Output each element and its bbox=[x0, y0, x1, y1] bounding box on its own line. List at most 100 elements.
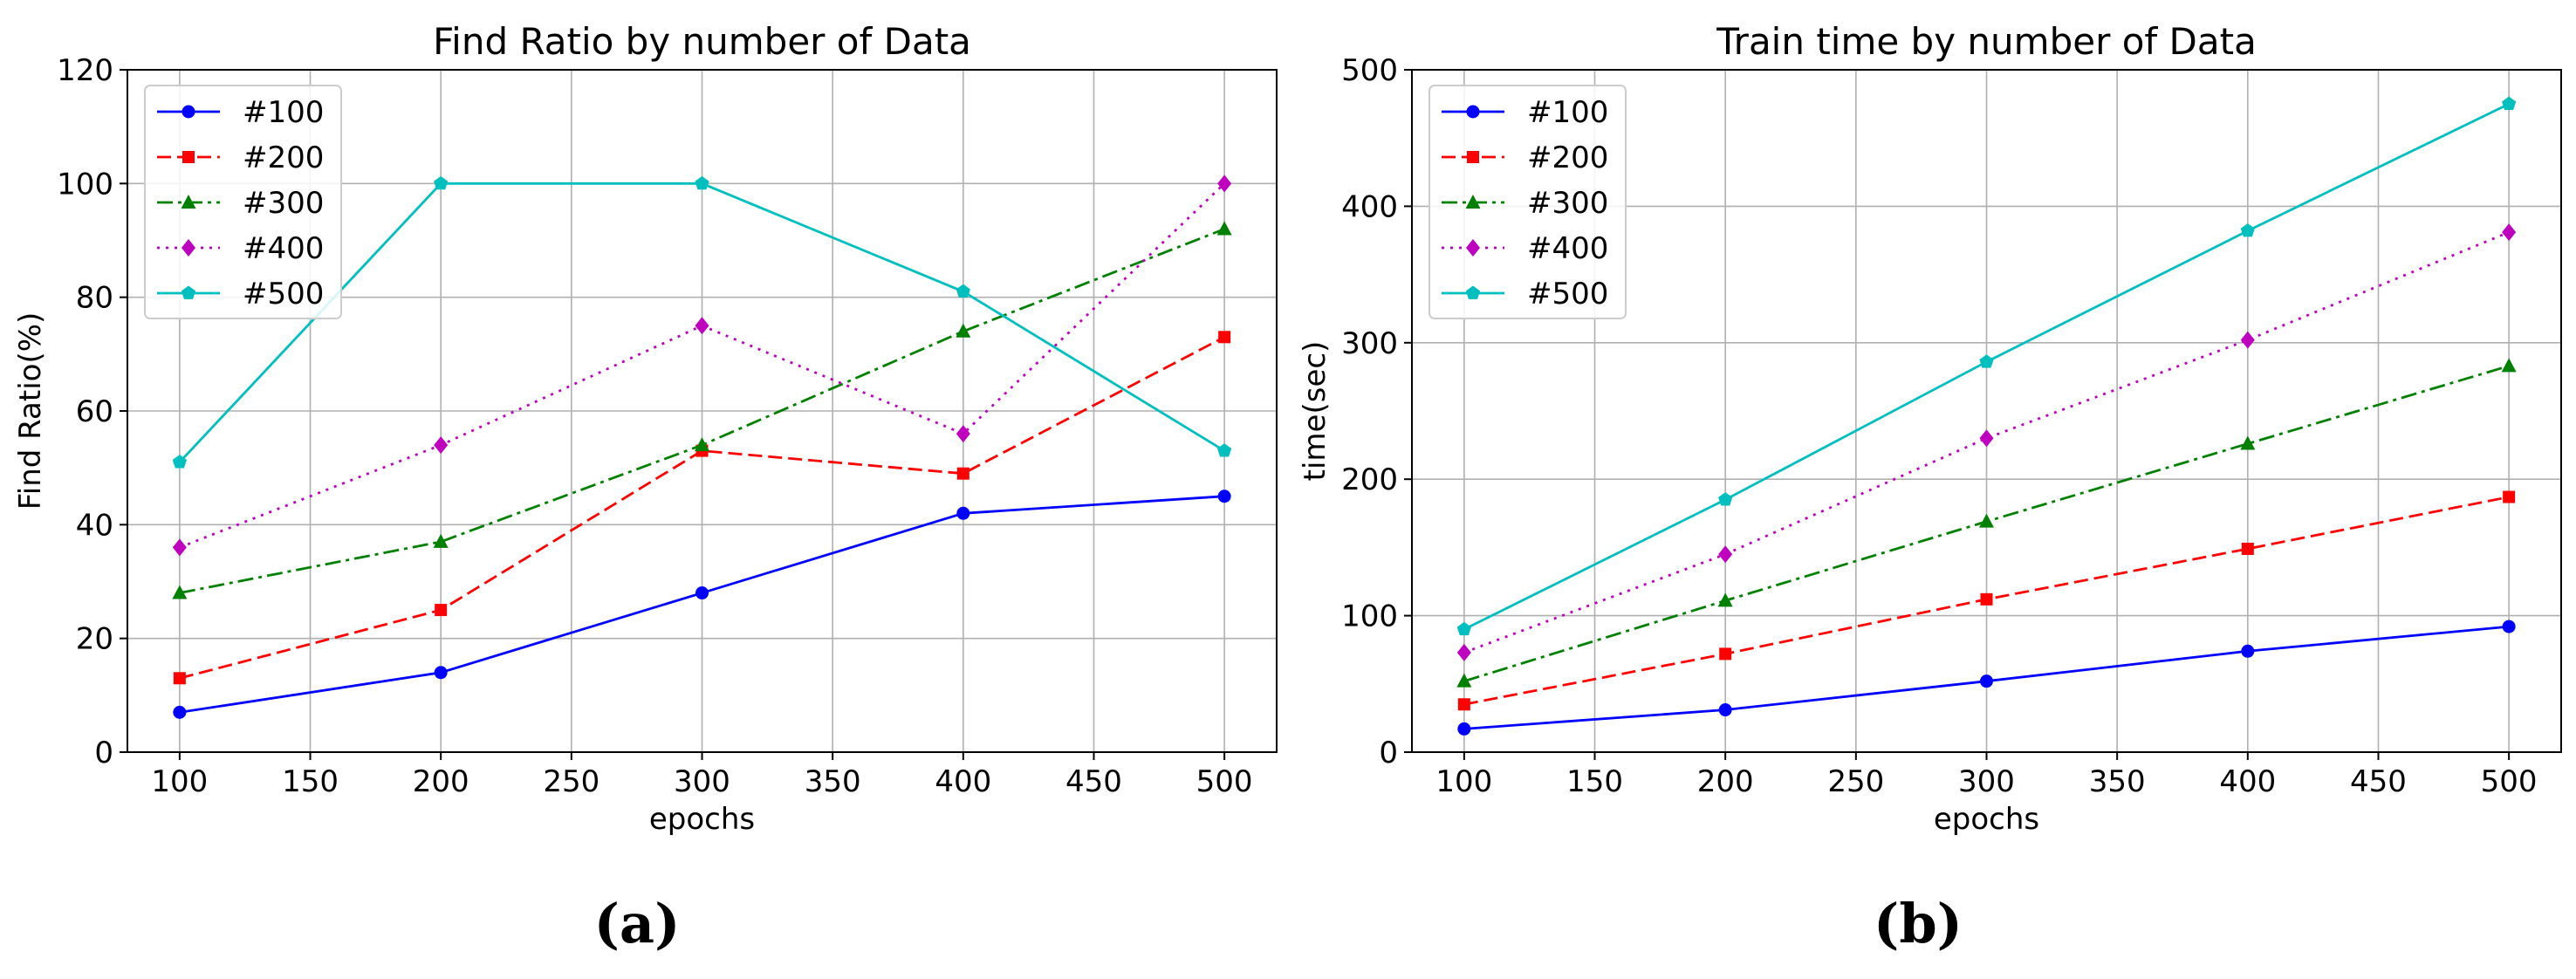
x-tick-label: 300 bbox=[674, 764, 730, 799]
subfigure-caption: (b) bbox=[1874, 892, 1963, 955]
x-tick-label: 250 bbox=[1827, 764, 1884, 799]
data-point bbox=[1217, 175, 1232, 193]
x-tick-label: 450 bbox=[2350, 764, 2407, 799]
legend-label: #500 bbox=[1527, 277, 1608, 312]
data-point bbox=[2241, 542, 2254, 555]
x-tick-label: 450 bbox=[1065, 764, 1122, 799]
y-tick-label: 20 bbox=[76, 622, 113, 657]
y-tick-label: 100 bbox=[1341, 599, 1398, 634]
chart-title: Find Ratio by number of Data bbox=[433, 20, 971, 63]
y-tick-label: 200 bbox=[1341, 462, 1398, 497]
data-point bbox=[1216, 221, 1232, 236]
data-point bbox=[1718, 703, 1732, 717]
data-point bbox=[2502, 96, 2517, 110]
y-tick-label: 100 bbox=[57, 167, 113, 202]
data-point bbox=[2240, 223, 2255, 237]
legend-label: #200 bbox=[243, 140, 324, 175]
data-point bbox=[2501, 358, 2517, 373]
legend-label: #100 bbox=[243, 95, 324, 130]
data-point bbox=[1980, 674, 1993, 688]
data-point bbox=[1980, 592, 1993, 606]
data-point bbox=[435, 604, 448, 617]
data-point bbox=[434, 175, 449, 190]
y-tick-label: 60 bbox=[76, 394, 113, 429]
legend: #100 #200 #300 #400 #500 bbox=[144, 85, 342, 319]
data-point bbox=[1456, 673, 1472, 688]
data-point bbox=[434, 666, 448, 680]
legend-box bbox=[144, 85, 342, 319]
x-axis-label: epochs bbox=[649, 802, 755, 837]
legend-marker bbox=[182, 239, 195, 257]
legend-marker bbox=[182, 151, 195, 163]
legend-marker bbox=[1465, 285, 1481, 299]
legend-label: #400 bbox=[243, 231, 324, 266]
series-n100 bbox=[1457, 620, 2516, 736]
data-point bbox=[1217, 490, 1231, 503]
x-tick-label: 500 bbox=[2481, 764, 2538, 799]
series-n400 bbox=[172, 175, 1232, 557]
legend-marker bbox=[1467, 151, 1479, 163]
data-point bbox=[1979, 429, 1994, 448]
x-tick-label: 100 bbox=[151, 764, 208, 799]
data-point bbox=[1718, 545, 1733, 564]
x-tick-label: 350 bbox=[2089, 764, 2146, 799]
data-point bbox=[173, 705, 187, 719]
y-tick-label: 300 bbox=[1341, 326, 1398, 361]
series-n500 bbox=[1456, 96, 2517, 636]
subfigure-caption: (a) bbox=[594, 892, 681, 955]
data-point bbox=[956, 467, 969, 480]
legend: #100 #200 #300 #400 #500 bbox=[1428, 85, 1627, 319]
data-point bbox=[2240, 435, 2256, 450]
data-point bbox=[172, 585, 188, 599]
y-tick-label: 120 bbox=[57, 53, 113, 88]
x-tick-label: 400 bbox=[935, 764, 991, 799]
x-tick-label: 300 bbox=[1958, 764, 2015, 799]
x-tick-label: 250 bbox=[543, 764, 599, 799]
data-point bbox=[956, 284, 970, 298]
legend-marker bbox=[182, 105, 195, 119]
data-point bbox=[2241, 644, 2255, 658]
legend-label: #300 bbox=[1527, 186, 1608, 221]
y-axis-label: time(sec) bbox=[1298, 341, 1333, 482]
y-axis-label: Find Ratio(%) bbox=[13, 312, 48, 510]
data-point bbox=[956, 506, 970, 520]
legend-label: #400 bbox=[1527, 231, 1608, 266]
data-point bbox=[434, 436, 449, 455]
y-tick-label: 40 bbox=[76, 508, 113, 543]
data-point bbox=[1217, 443, 1232, 457]
legend-label: #100 bbox=[1527, 95, 1608, 130]
data-point bbox=[433, 533, 449, 548]
data-point bbox=[1218, 331, 1231, 344]
data-point bbox=[956, 323, 971, 338]
legend-marker bbox=[181, 195, 196, 209]
y-tick-label: 500 bbox=[1341, 53, 1398, 88]
data-point bbox=[1457, 722, 1471, 736]
data-point bbox=[1456, 643, 1471, 661]
x-tick-label: 150 bbox=[282, 764, 339, 799]
legend-label: #500 bbox=[243, 277, 324, 312]
data-point bbox=[173, 672, 186, 685]
data-point bbox=[1456, 621, 1471, 636]
data-point bbox=[695, 437, 709, 452]
x-tick-label: 200 bbox=[413, 764, 469, 799]
series-n400 bbox=[1456, 223, 2517, 661]
legend-label: #300 bbox=[243, 186, 324, 221]
data-point bbox=[172, 538, 187, 557]
series-n300 bbox=[1456, 358, 2517, 688]
legend-label: #200 bbox=[1527, 140, 1608, 175]
y-tick-label: 0 bbox=[1379, 736, 1398, 770]
data-point bbox=[2502, 223, 2517, 242]
data-point bbox=[1457, 698, 1470, 711]
x-tick-label: 500 bbox=[1196, 764, 1253, 799]
y-tick-label: 400 bbox=[1341, 189, 1398, 224]
chart-panel-b: 100 150 200 250 300 350 400 450 500 0 100 200 300 400… bbox=[1298, 20, 2562, 955]
data-point bbox=[956, 425, 970, 443]
series-n200 bbox=[1457, 490, 2516, 711]
legend-box bbox=[1428, 85, 1627, 319]
chart-panel-a: 100 150 200 250 300 350 400 450 500 0 20 40 60 80 100 1… bbox=[13, 20, 1278, 955]
legend-marker bbox=[1466, 239, 1480, 257]
data-point bbox=[2503, 490, 2516, 503]
legend-marker bbox=[1465, 195, 1481, 209]
y-tick-label: 80 bbox=[76, 281, 113, 316]
data-point bbox=[2240, 331, 2255, 349]
